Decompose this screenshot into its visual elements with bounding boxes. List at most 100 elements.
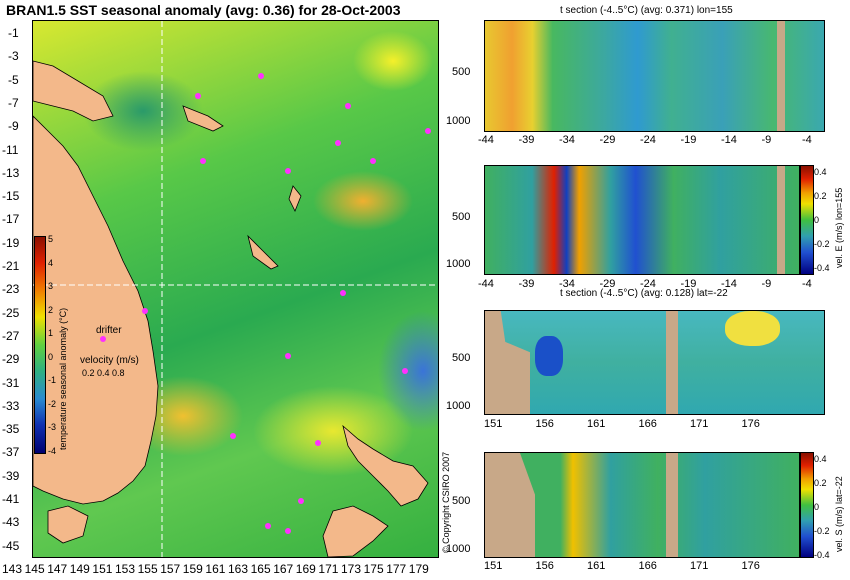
map-lat-tick: -13: [2, 165, 20, 180]
map-lat-tick: -21: [2, 259, 20, 273]
map-lat-tick: -23: [2, 282, 20, 297]
map-lon-tick: 151: [92, 562, 113, 576]
panel-2-x-tick: -34: [559, 278, 575, 290]
map-lat-tick: -45: [2, 538, 20, 553]
map-lon-tick: 169: [295, 562, 316, 576]
panel-4-velocity-section[interactable]: [484, 452, 800, 558]
panel-2-colorbar-tick: -0.2: [814, 239, 830, 249]
page-title: BRAN1.5 SST seasonal anomaly (avg: 0.36)…: [6, 2, 401, 18]
panel-2-x-tick: -19: [680, 278, 697, 290]
map-lat-tick: -35: [2, 422, 20, 437]
map-lon-tick: 143: [2, 562, 23, 576]
panel-3-x-tick: 156: [535, 418, 554, 430]
panel-1-x-tick: -34: [559, 134, 575, 146]
panel-1-x-tick: -4: [802, 134, 812, 146]
sst-colorbar-tick: 0: [48, 351, 54, 362]
sst-colorbar-tick: -4: [48, 445, 57, 456]
map-lat-tick: -9: [8, 119, 19, 134]
map-lat-tick: -11: [2, 142, 19, 157]
map-lon-tick: 171: [318, 562, 339, 576]
land-mass-australia: [33, 115, 159, 505]
map-lon-tick: 147: [47, 562, 68, 576]
panel-1-x-tick: -19: [680, 134, 697, 146]
sst-colorbar-tick: -1: [48, 375, 57, 385]
map-lat-tick: -43: [2, 515, 20, 530]
map-lon-tick: 173: [341, 562, 362, 576]
panel-3-x-tick: 176: [741, 418, 760, 430]
copyright: © Copyright CSIRO 2007: [441, 451, 451, 553]
map-lon-tick: 155: [137, 562, 158, 576]
panel-2-colorbar: [800, 165, 814, 275]
panel-3-title: t section (-4..5°C) (avg: 0.128) lat=-22: [560, 288, 728, 299]
sst-colorbar-tick: 3: [48, 281, 54, 291]
map-lon-tick: 177: [386, 562, 407, 576]
panel-4-y-tick: 500: [452, 495, 471, 507]
panel-2-x-tick: -14: [721, 278, 737, 290]
map-lon-tick: 179: [408, 562, 429, 576]
panel-4-y-tick: 1000: [446, 543, 471, 555]
map-lon-tick: 175: [363, 562, 384, 576]
map-lat-tick: -1: [8, 26, 19, 40]
panel-4-x-tick: 176: [741, 560, 760, 572]
panel-2-colorbar-tick: 0: [814, 215, 820, 225]
sst-colorbar-tick: -2: [48, 398, 57, 409]
map-lat-tick: -7: [8, 95, 19, 110]
panel-1-x-tick: -39: [518, 134, 535, 146]
map-lon-tick: 145: [24, 562, 45, 576]
panel-2-y-tick: 500: [452, 211, 471, 223]
panel-2-x-tick: -39: [518, 278, 535, 290]
panel-4-colorbar-tick: 0: [814, 502, 820, 512]
panel-2-x-tick: -9: [761, 278, 772, 290]
panel-4-x-tick: 161: [587, 560, 606, 572]
panel-1-y-tick: 1000: [446, 115, 471, 127]
panel-3-x-tick: 171: [690, 418, 709, 430]
sst-colorbar-tick: 1: [48, 328, 54, 338]
map-lat-tick: -41: [2, 492, 20, 506]
panel-4-x-tick: 156: [535, 560, 554, 572]
panel-3-y-tick: 1000: [446, 400, 471, 412]
map-lat-tick: -29: [2, 352, 20, 367]
panel-1-x-tick: -9: [761, 134, 772, 146]
panel-4-colorbar-tick: 0.2: [814, 478, 827, 488]
map-lat-tick: -19: [2, 235, 20, 250]
panel-2-x-tick: -4: [802, 278, 812, 290]
panel-1-x-tick: -44: [478, 134, 494, 146]
panel-3-x-tick: 166: [638, 418, 657, 430]
map-lat-tick: -37: [2, 445, 20, 460]
panel-3-y-tick: 500: [452, 352, 471, 364]
panel-2-colorbar-label: vel. E (m/s) lon=155: [834, 187, 844, 268]
drifter-label: drifter: [96, 325, 122, 336]
panel-2-y-tick: 1000: [446, 258, 471, 270]
panel-2-x-tick: -44: [478, 278, 494, 290]
map-lat-tick: -31: [2, 375, 20, 390]
panel-1-temperature-section[interactable]: [484, 20, 825, 132]
panel-4-colorbar: [800, 452, 814, 558]
panel-4-x-tick: 166: [638, 560, 657, 572]
sst-colorbar-tick: -3: [48, 422, 57, 432]
land-mass-new-caledonia: [247, 234, 279, 270]
panel-2-colorbar-tick: -0.4: [814, 263, 830, 273]
panel-1-title: t section (-4..5°C) (avg: 0.371) lon=155: [560, 5, 733, 16]
velocity-scale: 0.2 0.4 0.8: [82, 368, 125, 378]
panel-1-x-tick: -14: [721, 134, 737, 146]
map-lon-tick: 165: [250, 562, 271, 576]
map-lon-tick: 157: [160, 562, 181, 576]
map-lat-tick: -5: [8, 72, 19, 87]
map-lat-tick: -33: [2, 398, 20, 413]
panel-4-colorbar-tick: -0.4: [814, 550, 830, 560]
sst-anomaly-map[interactable]: [32, 20, 439, 558]
panel-1-x-tick: -29: [599, 134, 616, 146]
panel-1-x-tick: -24: [640, 134, 656, 146]
panel-2-colorbar-tick: 0.4: [814, 167, 827, 177]
sst-colorbar-tick: 5: [48, 234, 54, 244]
map-lon-tick: 149: [69, 562, 90, 576]
panel-2-velocity-section[interactable]: [484, 165, 800, 275]
land-mass-vanuatu: [288, 185, 302, 212]
panel-2-colorbar-tick: 0.2: [814, 191, 827, 201]
panel-3-temperature-section[interactable]: [484, 310, 825, 415]
land-mass-nz-south: [322, 505, 389, 557]
panel-1-y-tick: 500: [452, 66, 471, 78]
sst-colorbar-tick: 2: [48, 304, 54, 315]
map-lon-tick: 167: [273, 562, 294, 576]
panel-4-colorbar-label: vel. S (m/s) lat=-22: [834, 476, 844, 552]
